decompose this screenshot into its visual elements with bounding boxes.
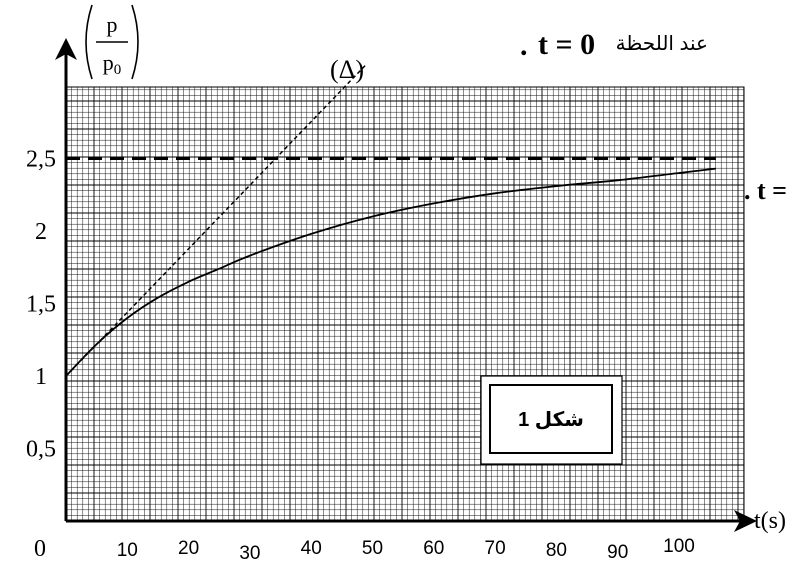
x-tick-label: 100 [663, 536, 695, 557]
x-axis-arrow [734, 510, 757, 532]
origin-label: 0 [34, 536, 46, 562]
y-axis-label: p p0 [85, 4, 139, 80]
series-layer [65, 63, 716, 377]
y-label-denominator: p0 [103, 50, 122, 78]
tick-labels: 10 20 30 40 50 60 70 80 90 100 0,5 1 1,5 2 2,5 [26, 147, 695, 565]
axes [55, 38, 757, 532]
side-text-1: . t = [744, 176, 787, 205]
figure-label-box: شكل 1 [480, 375, 623, 465]
x-tick-label: 40 [301, 538, 322, 559]
x-tick-label: 60 [423, 538, 444, 559]
header-math: t = 0 [538, 28, 595, 61]
grid [65, 86, 745, 522]
y-label-numerator: p [107, 12, 118, 37]
x-axis-label: t(s) [754, 508, 786, 534]
y-axis-arrow [55, 38, 77, 60]
y-tick-label: 2,5 [26, 147, 56, 173]
grid-frame [65, 86, 745, 522]
x-tick-label: 70 [485, 538, 506, 559]
figure-label: شكل 1 [518, 409, 584, 431]
tangent-line [65, 63, 367, 377]
pressure-curve [65, 167, 716, 377]
y-label-left-paren [85, 4, 93, 80]
header-dot: . [520, 29, 528, 62]
x-tick-label: 80 [546, 540, 567, 561]
y-tick-label: 0,5 [26, 437, 56, 463]
y-tick-label: 2 [35, 219, 47, 245]
y-label-right-paren [131, 4, 139, 80]
x-tick-label: 30 [239, 543, 260, 564]
y-tick-label: 1 [35, 364, 47, 390]
header-arabic: عند اللحظة [616, 33, 708, 55]
tangent-label: (Δ) [330, 55, 364, 84]
x-tick-label: 10 [117, 540, 138, 561]
x-tick-label: 20 [178, 538, 199, 559]
y-tick-label: 1,5 [26, 292, 56, 318]
x-tick-label: 90 [607, 542, 628, 563]
x-tick-label: 50 [362, 538, 383, 559]
